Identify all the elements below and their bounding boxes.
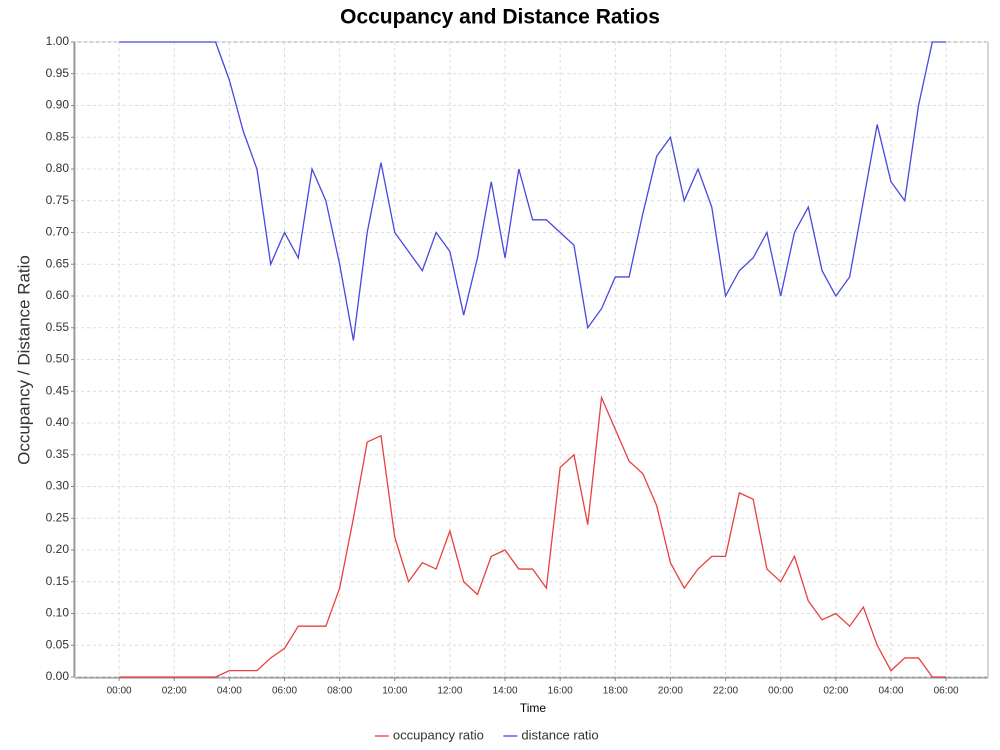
x-tick-label: 00:00 bbox=[768, 686, 793, 697]
y-tick-label: 0.35 bbox=[46, 447, 70, 461]
x-tick-label: 00:00 bbox=[107, 686, 132, 697]
y-tick-label: 0.20 bbox=[46, 542, 70, 556]
x-tick-label: 10:00 bbox=[382, 686, 407, 697]
x-tick-label: 06:00 bbox=[934, 686, 959, 697]
x-tick-label: 08:00 bbox=[327, 686, 352, 697]
y-tick-label: 0.95 bbox=[46, 66, 70, 80]
line-series bbox=[119, 395, 947, 678]
x-tick-label: 02:00 bbox=[823, 686, 848, 697]
y-tick-label: 0.75 bbox=[46, 193, 70, 207]
y-tick-label: 0.05 bbox=[46, 637, 70, 651]
y-tick-label: 0.65 bbox=[46, 256, 70, 270]
x-tick-label: 02:00 bbox=[162, 686, 187, 697]
x-tick-label: 06:00 bbox=[272, 686, 297, 697]
line-series bbox=[119, 41, 947, 341]
y-tick-label: 0.40 bbox=[46, 415, 70, 429]
y-axis-label: Occupancy / Distance Ratio bbox=[14, 255, 33, 465]
y-tick-label: 0.00 bbox=[46, 669, 70, 683]
y-tick-label: 0.60 bbox=[46, 288, 70, 302]
y-tick-label: 0.45 bbox=[46, 383, 70, 397]
y-tick-label: 0.80 bbox=[46, 161, 70, 175]
y-tick-label: 0.15 bbox=[46, 574, 70, 588]
legend-label: distance ratio bbox=[521, 727, 598, 742]
y-tick-label: 0.30 bbox=[46, 479, 70, 493]
y-tick-label: 0.85 bbox=[46, 129, 70, 143]
chart-title: Occupancy and Distance Ratios bbox=[340, 6, 660, 29]
x-tick-label: 22:00 bbox=[713, 686, 738, 697]
x-tick-label: 12:00 bbox=[437, 686, 462, 697]
y-tick-label: 0.70 bbox=[46, 225, 70, 239]
x-tick-label: 20:00 bbox=[658, 686, 683, 697]
y-tick-label: 1.00 bbox=[46, 34, 70, 48]
y-tick-label: 0.10 bbox=[46, 606, 70, 620]
legend-label: occupancy ratio bbox=[393, 727, 484, 742]
x-tick-label: 04:00 bbox=[217, 686, 242, 697]
y-tick-label: 0.25 bbox=[46, 510, 70, 524]
y-tick-label: 0.55 bbox=[46, 320, 70, 334]
x-axis-label: Time bbox=[520, 701, 547, 715]
y-tick-label: 0.50 bbox=[46, 352, 70, 366]
x-tick-label: 04:00 bbox=[878, 686, 903, 697]
x-tick-label: 16:00 bbox=[548, 686, 573, 697]
y-tick-label: 0.90 bbox=[46, 98, 70, 112]
x-tick-label: 18:00 bbox=[603, 686, 628, 697]
x-tick-label: 14:00 bbox=[493, 686, 518, 697]
